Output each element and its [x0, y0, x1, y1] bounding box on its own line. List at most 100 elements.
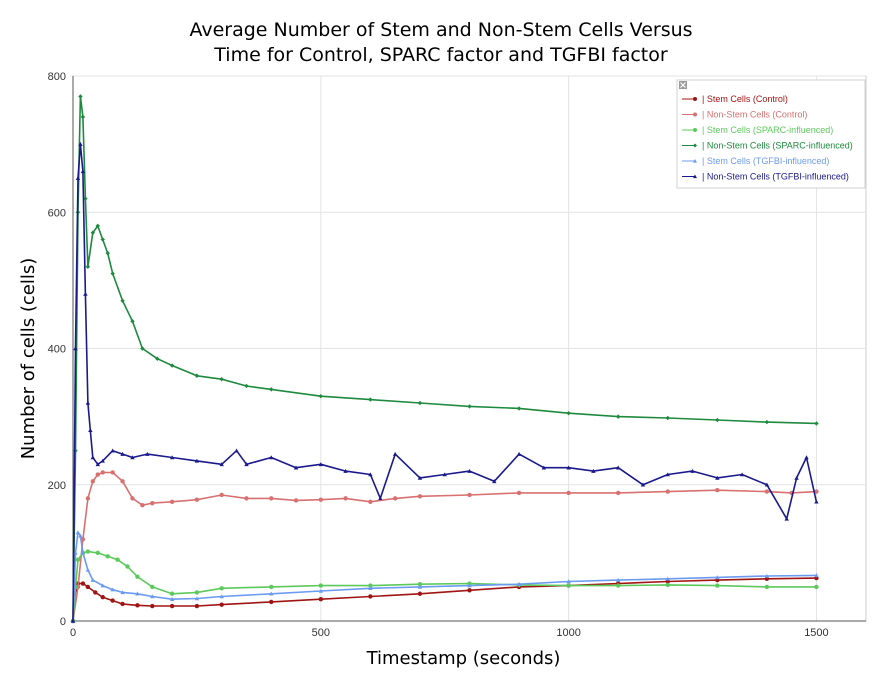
- data-point: [368, 586, 373, 591]
- legend-box: [676, 79, 866, 189]
- data-point: [80, 169, 86, 174]
- data-point: [269, 455, 274, 460]
- data-point: [516, 406, 522, 411]
- data-point: [591, 468, 596, 473]
- data-point: [566, 490, 571, 496]
- data-point: [105, 250, 110, 256]
- data-point: [368, 583, 373, 588]
- series-line: [72, 95, 817, 622]
- data-point: [640, 482, 646, 487]
- data-point: [194, 373, 200, 378]
- x-tick-label: 0: [70, 627, 76, 639]
- data-point: [318, 497, 324, 502]
- chart-title-line-1: Average Number of Stem and Non-Stem Cell…: [189, 19, 693, 41]
- legend-item[interactable]: | Non-Stem Cells (SPARC-influenced): [682, 141, 853, 151]
- data-point: [100, 470, 105, 475]
- data-point: [417, 591, 423, 596]
- data-point: [343, 496, 348, 501]
- data-point: [814, 499, 819, 504]
- data-point: [715, 488, 720, 493]
- data-point: [78, 94, 83, 99]
- data-point: [269, 387, 274, 392]
- data-point: [115, 557, 120, 562]
- series-5: [70, 530, 819, 623]
- data-point: [665, 472, 670, 477]
- close-icon[interactable]: [679, 81, 687, 89]
- data-point: [130, 455, 135, 460]
- series-line: [72, 143, 818, 622]
- series-4: [70, 94, 819, 624]
- data-point: [135, 603, 140, 608]
- y-axis-title: Number of cells (cells): [18, 258, 39, 460]
- data-point: [194, 603, 200, 609]
- data-point: [150, 594, 155, 599]
- data-point: [417, 400, 423, 406]
- y-tick-label: 800: [48, 71, 66, 83]
- data-point: [100, 594, 105, 600]
- data-point: [615, 577, 621, 582]
- data-point: [75, 175, 81, 180]
- data-point: [219, 602, 224, 607]
- data-point: [145, 451, 150, 456]
- data-point: [784, 516, 789, 521]
- data-point: [95, 462, 100, 467]
- x-axis-title: Timestamp (seconds): [366, 648, 561, 669]
- data-point: [417, 494, 423, 499]
- data-point: [100, 237, 105, 242]
- data-point: [105, 554, 110, 559]
- data-point: [219, 586, 224, 591]
- data-point: [135, 574, 140, 579]
- y-tick-label: 0: [60, 616, 66, 628]
- data-point: [368, 499, 373, 504]
- legend-item[interactable]: | Stem Cells (TGFBI-influenced): [682, 156, 829, 166]
- legend-item[interactable]: | Stem Cells (Control): [682, 94, 788, 104]
- data-point: [150, 603, 155, 609]
- legend-item[interactable]: | Stem Cells (SPARC-influenced): [682, 125, 833, 135]
- data-point: [541, 465, 547, 470]
- data-point: [814, 573, 819, 578]
- data-point: [566, 465, 571, 470]
- data-point: [516, 582, 522, 586]
- y-tick-label: 600: [48, 207, 66, 219]
- legend-label: | Stem Cells (SPARC-influenced): [702, 125, 833, 135]
- data-point: [417, 582, 423, 587]
- data-point: [100, 583, 105, 588]
- data-point: [80, 550, 86, 555]
- data-point: [169, 603, 175, 609]
- data-point: [90, 479, 96, 484]
- data-point: [169, 455, 175, 460]
- data-point: [442, 472, 447, 477]
- data-point: [693, 112, 697, 117]
- x-tick-label: 1500: [804, 627, 828, 639]
- data-point: [78, 533, 83, 538]
- data-point: [764, 573, 770, 578]
- data-point: [368, 594, 373, 599]
- data-point: [150, 500, 155, 506]
- data-point: [194, 590, 200, 595]
- legend-label: | Non-Stem Cells (SPARC-influenced): [702, 141, 853, 151]
- data-point: [417, 584, 423, 589]
- data-point: [566, 411, 571, 416]
- data-point: [110, 271, 115, 276]
- data-point: [90, 455, 96, 460]
- data-point: [169, 591, 175, 596]
- legend-item[interactable]: | Non-Stem Cells (Control): [682, 110, 807, 120]
- data-point: [318, 393, 324, 399]
- data-point: [219, 594, 224, 599]
- data-point: [293, 465, 299, 470]
- data-point: [110, 598, 115, 603]
- data-point: [715, 575, 720, 580]
- data-point: [110, 448, 115, 453]
- data-point: [169, 499, 175, 504]
- data-point: [715, 475, 720, 480]
- legend-item[interactable]: | Non-Stem Cells (TGFBI-influenced): [682, 172, 849, 182]
- data-point: [417, 475, 423, 480]
- data-point: [219, 462, 224, 467]
- data-point: [155, 356, 160, 361]
- x-tick-label: 500: [312, 627, 330, 639]
- data-point: [244, 462, 249, 467]
- series-2: [70, 470, 819, 624]
- data-point: [85, 584, 91, 590]
- data-point: [83, 196, 88, 201]
- data-point: [244, 383, 249, 389]
